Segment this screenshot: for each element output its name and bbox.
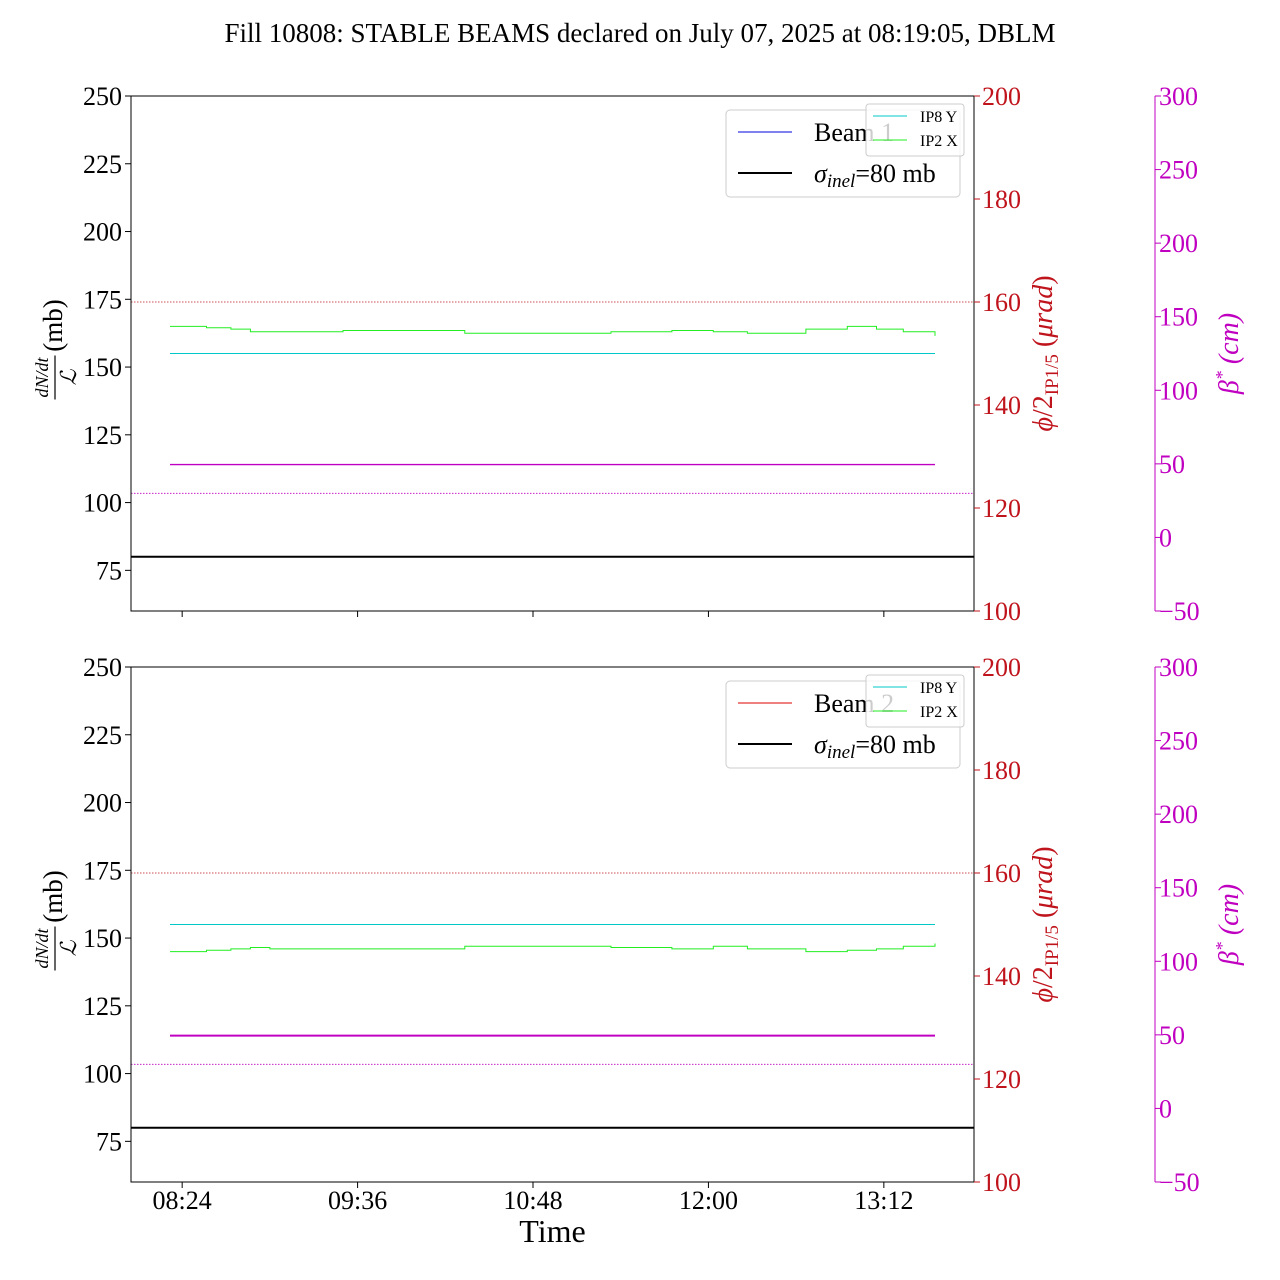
y-tick-label-left: 200 bbox=[83, 789, 122, 818]
y-tick-label-right2: 100 bbox=[1159, 376, 1198, 405]
y-tick-label-right1: 180 bbox=[982, 756, 1021, 785]
legend-small-label: IP2 X bbox=[920, 133, 958, 150]
y-tick-label-right2: 300 bbox=[1159, 82, 1198, 111]
y-tick-label-right1: 100 bbox=[982, 1168, 1021, 1197]
x-tick-label: 12:00 bbox=[679, 1186, 738, 1215]
plot-frame bbox=[130, 666, 975, 1183]
y-tick-label-left: 125 bbox=[83, 992, 122, 1021]
y-tick-label-right1: 120 bbox=[982, 494, 1021, 523]
y-tick-label-left: 225 bbox=[83, 150, 122, 179]
y-tick-label-left: 175 bbox=[83, 856, 122, 885]
y-tick-label-right1: 200 bbox=[982, 653, 1021, 682]
y-tick-label-right2: 200 bbox=[1159, 800, 1198, 829]
y-tick-label-right2: 0 bbox=[1159, 523, 1172, 552]
legend-small-box bbox=[865, 674, 965, 728]
y-label-right2-text: β* (cm) bbox=[1212, 884, 1245, 966]
y-tick-label-right2: 150 bbox=[1159, 303, 1198, 332]
y-tick-label-left: 100 bbox=[83, 489, 122, 518]
y-label-right2-text: β* (cm) bbox=[1212, 313, 1245, 395]
y-axis-label-right2: β* (cm) bbox=[1212, 313, 1245, 395]
y-tick-label-right1: 200 bbox=[982, 82, 1021, 111]
y-tick-label-right2: 300 bbox=[1159, 653, 1198, 682]
y-label-denominator: ℒ bbox=[56, 939, 81, 956]
x-tick-label: 09:36 bbox=[328, 1186, 387, 1215]
y-tick-label-right2: 200 bbox=[1159, 229, 1198, 258]
y-tick-label-right2: −50 bbox=[1159, 597, 1200, 626]
y-tick-label-left: 75 bbox=[96, 1127, 122, 1156]
x-tick-label: 08:24 bbox=[153, 1186, 212, 1215]
y-tick-label-right2: 250 bbox=[1159, 156, 1198, 185]
legend-main-label: σinel=80 mb bbox=[814, 730, 936, 763]
y-axis-label-left: dN/dt ℒ (mb) bbox=[32, 299, 81, 400]
y-tick-label-left: 150 bbox=[83, 924, 122, 953]
legend-main-label: σinel=80 mb bbox=[814, 159, 936, 192]
y-tick-label-left: 250 bbox=[83, 653, 122, 682]
y-tick-label-right2: −50 bbox=[1159, 1168, 1200, 1197]
y-tick-label-left: 125 bbox=[83, 421, 122, 450]
y-tick-label-right2: 100 bbox=[1159, 947, 1198, 976]
legend-small-label: IP8 Y bbox=[920, 680, 958, 697]
y-tick-label-right1: 100 bbox=[982, 597, 1021, 626]
y-label-numerator: dN/dt bbox=[32, 928, 52, 969]
y-tick-label-left: 75 bbox=[96, 556, 122, 585]
y-axis-label-right1: ϕ/2IP1/5 (μrad) bbox=[1028, 846, 1063, 1002]
y-tick-label-right2: 50 bbox=[1159, 450, 1185, 479]
y-tick-label-right1: 140 bbox=[982, 391, 1021, 420]
y-tick-label-right2: 50 bbox=[1159, 1021, 1185, 1050]
series-line-ip2-x bbox=[170, 943, 936, 953]
y-tick-label-left: 250 bbox=[83, 82, 122, 111]
y-label-unit: (mb) bbox=[38, 299, 68, 351]
y-tick-label-left: 150 bbox=[83, 353, 122, 382]
y-tick-label-right1: 180 bbox=[982, 185, 1021, 214]
y-tick-label-right1: 160 bbox=[982, 859, 1021, 888]
panel-beam1: 75 100 125 150 175 200 225 250 100 120 140 160 180 20… bbox=[32, 82, 1245, 626]
legend-small-box bbox=[865, 103, 965, 157]
y-label-denominator: ℒ bbox=[56, 368, 81, 385]
y-label-unit: (mb) bbox=[38, 870, 68, 922]
x-axis-label: Time bbox=[519, 1213, 585, 1249]
legend-small-label: IP2 X bbox=[920, 704, 958, 721]
y-axis-label-right2: β* (cm) bbox=[1212, 884, 1245, 966]
y-label-right1-text: ϕ/2IP1/5 (μrad) bbox=[1028, 275, 1063, 431]
y-tick-label-right2: 150 bbox=[1159, 874, 1198, 903]
y-tick-label-right1: 140 bbox=[982, 962, 1021, 991]
y-tick-label-right2: 250 bbox=[1159, 727, 1198, 756]
y-axis-label-left: dN/dt ℒ (mb) bbox=[32, 870, 81, 971]
panel-beam2: 75 100 125 150 175 200 225 250 100 120 140 160 180 20… bbox=[32, 653, 1245, 1249]
y-label-numerator: dN/dt bbox=[32, 357, 52, 398]
chart-title: Fill 10808: STABLE BEAMS declared on Jul… bbox=[224, 18, 1056, 48]
y-tick-label-left: 225 bbox=[83, 721, 122, 750]
plot-frame bbox=[130, 95, 975, 612]
y-axis-label-right1: ϕ/2IP1/5 (μrad) bbox=[1028, 275, 1063, 431]
y-tick-label-left: 200 bbox=[83, 218, 122, 247]
y-label-right1-text: ϕ/2IP1/5 (μrad) bbox=[1028, 846, 1063, 1002]
x-tick-label: 10:48 bbox=[503, 1186, 562, 1215]
x-tick-label: 13:12 bbox=[854, 1186, 913, 1215]
y-tick-label-left: 100 bbox=[83, 1060, 122, 1089]
y-tick-label-right2: 0 bbox=[1159, 1094, 1172, 1123]
y-tick-label-right1: 160 bbox=[982, 288, 1021, 317]
y-tick-label-left: 175 bbox=[83, 285, 122, 314]
series-line-ip2-x bbox=[170, 325, 936, 336]
legend-small-label: IP8 Y bbox=[920, 109, 958, 126]
y-tick-label-right1: 120 bbox=[982, 1065, 1021, 1094]
